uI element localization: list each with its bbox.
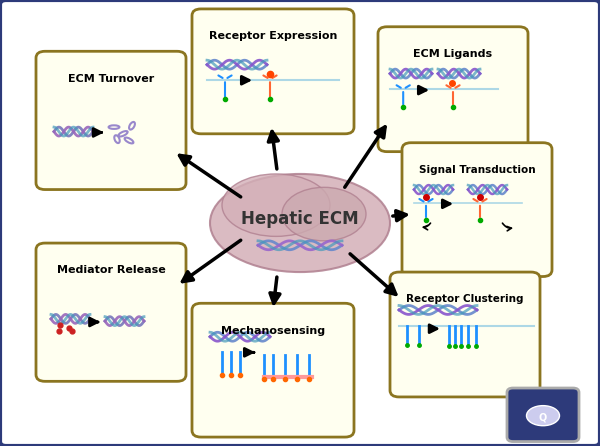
Text: Q: Q [539, 412, 547, 422]
FancyBboxPatch shape [390, 272, 540, 397]
FancyBboxPatch shape [36, 243, 186, 381]
Ellipse shape [222, 174, 330, 236]
Ellipse shape [210, 174, 390, 272]
Ellipse shape [527, 406, 560, 425]
Text: Receptor Expression: Receptor Expression [209, 31, 337, 41]
Text: Receptor Clustering: Receptor Clustering [406, 294, 524, 304]
FancyBboxPatch shape [402, 143, 552, 277]
FancyBboxPatch shape [36, 51, 186, 190]
FancyBboxPatch shape [192, 303, 354, 437]
Text: Mediator Release: Mediator Release [56, 265, 166, 275]
Ellipse shape [282, 187, 366, 241]
FancyBboxPatch shape [378, 27, 528, 152]
Text: Mechanosensing: Mechanosensing [221, 326, 325, 335]
Text: ECM Ligands: ECM Ligands [413, 49, 493, 59]
Text: Signal Transduction: Signal Transduction [419, 165, 535, 175]
Text: ECM Turnover: ECM Turnover [68, 74, 154, 83]
FancyBboxPatch shape [507, 388, 579, 442]
FancyBboxPatch shape [192, 9, 354, 134]
Text: Hepatic ECM: Hepatic ECM [241, 210, 359, 227]
